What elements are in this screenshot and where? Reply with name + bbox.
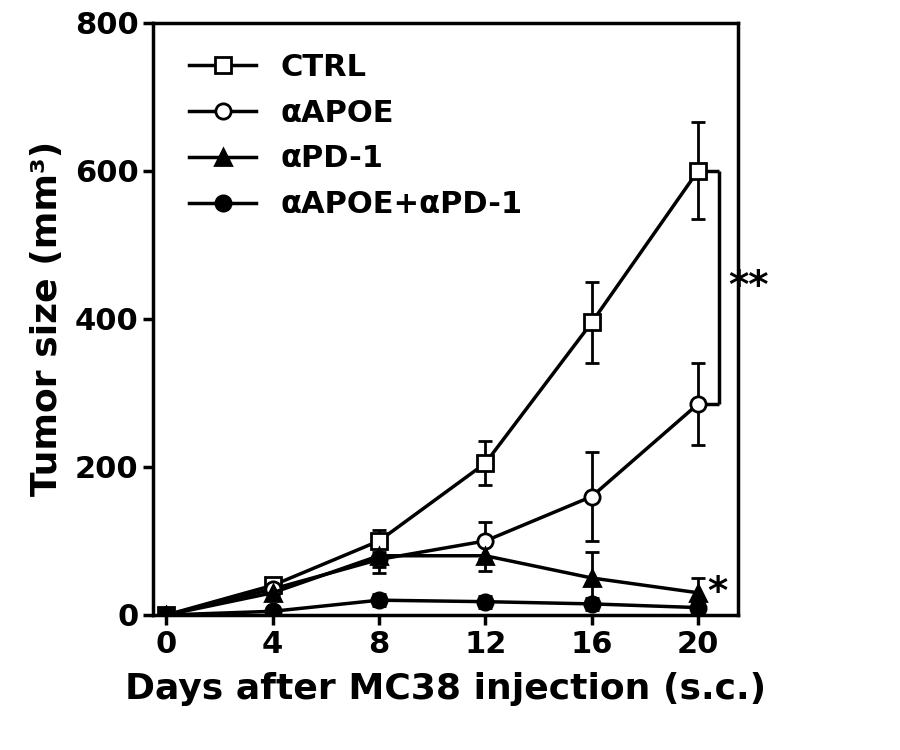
Text: **: **	[729, 268, 769, 306]
Legend: CTRL, αAPOE, αPD-1, αAPOE+αPD-1: CTRL, αAPOE, αPD-1, αAPOE+αPD-1	[180, 44, 532, 229]
X-axis label: Days after MC38 injection (s.c.): Days after MC38 injection (s.c.)	[125, 673, 766, 706]
Text: *: *	[707, 574, 728, 612]
Y-axis label: Tumor size (mm³): Tumor size (mm³)	[30, 141, 64, 496]
